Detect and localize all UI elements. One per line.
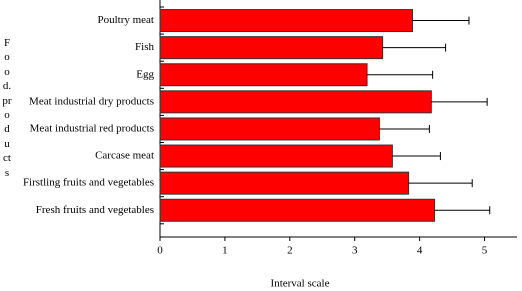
bar (159, 9, 413, 33)
bar (159, 144, 393, 168)
x-axis-label: Interval scale (271, 278, 330, 290)
y-tick-label: Meat industrial red products (30, 122, 154, 134)
x-tick-label: 5 (482, 245, 488, 257)
y-tick-label: Firstling fruits and vegetables (23, 177, 154, 189)
bar (159, 117, 380, 141)
bar (159, 36, 384, 60)
y-tick-label: Poultry meat (97, 14, 154, 26)
bar (159, 63, 368, 87)
x-tick-label: 1 (222, 245, 228, 257)
x-tick-label: 3 (352, 245, 358, 257)
x-tick-label: 2 (287, 245, 293, 257)
y-tick-label: Egg (136, 68, 154, 80)
y-tick-label: Meat industrial dry products (29, 95, 154, 107)
x-tick-label: 0 (157, 245, 163, 257)
y-tick-label: Carcase meat (95, 150, 154, 162)
y-tick-label: Fish (135, 41, 154, 53)
y-axis-label: Food.products (2, 37, 12, 179)
y-tick-label: Fresh fruits and vegetables (36, 204, 154, 216)
bar (159, 90, 432, 114)
bar (159, 198, 436, 222)
x-tick-label: 4 (417, 245, 423, 257)
bar (159, 171, 410, 195)
